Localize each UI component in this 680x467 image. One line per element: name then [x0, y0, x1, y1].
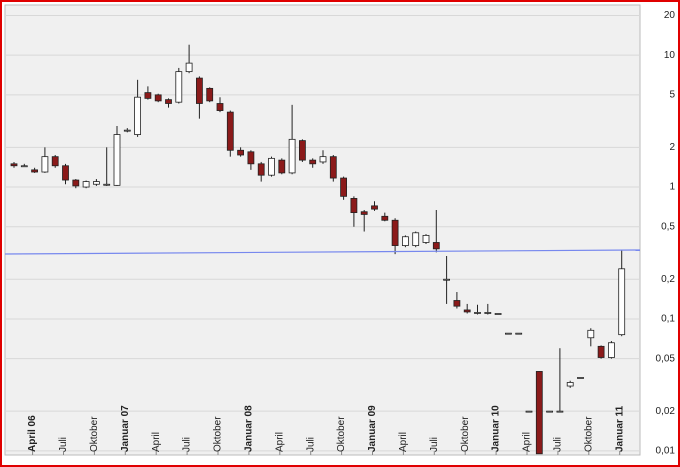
x-tick-label: Juli [553, 437, 564, 452]
y-tick-label: 0,2 [661, 274, 675, 285]
candle-body [597, 345, 605, 358]
candle-body [371, 205, 378, 210]
x-tick-label: Juli [305, 437, 316, 452]
x-tick-label: April 06 [27, 415, 38, 452]
x-tick-label: Juli [182, 437, 193, 452]
candle-body [566, 382, 574, 387]
candle-body [20, 165, 28, 168]
candle-body [309, 159, 317, 165]
candle-body [257, 163, 265, 176]
y-tick-label: 1 [669, 182, 675, 193]
candle-body [463, 309, 471, 313]
trend-line [4, 249, 641, 255]
candle-body [587, 329, 595, 339]
candle-body [484, 312, 492, 314]
plot-area [4, 4, 641, 456]
candle-body [175, 71, 183, 103]
candle-body [237, 149, 245, 156]
candle-body [206, 87, 214, 102]
x-tick-label: Juli [58, 437, 69, 452]
candle-body [93, 181, 100, 185]
candle-body [82, 181, 90, 188]
candle-body [360, 211, 368, 215]
candle-body [72, 179, 80, 187]
candle-body [350, 198, 358, 214]
candle-body [165, 99, 172, 104]
candle-body [525, 410, 533, 413]
candles [10, 44, 626, 455]
candle-body [51, 156, 59, 167]
candle-body [546, 410, 553, 413]
candle-body [288, 138, 296, 174]
x-tick-label: April [274, 432, 285, 452]
x-tick-label: Januar 10 [491, 405, 502, 452]
x-tick-label: Oktober [583, 416, 594, 452]
candle-body [195, 77, 203, 104]
candle-body [144, 92, 152, 99]
candle-body [185, 62, 193, 73]
candle-body [453, 300, 461, 307]
candle-body [41, 156, 49, 173]
x-tick-label: Oktober [336, 416, 347, 452]
candle-body [31, 169, 39, 173]
candle-body [319, 156, 327, 163]
x-tick-label: Juli [429, 437, 440, 452]
candle-body [134, 96, 142, 135]
y-tick-label: 0,5 [661, 221, 675, 232]
candle-body [432, 242, 440, 250]
x-tick-label: Januar 09 [367, 405, 378, 452]
candle-body [268, 157, 275, 176]
candle-body [474, 312, 481, 314]
x-tick-label: Januar 11 [614, 405, 625, 452]
candle-body [62, 165, 69, 181]
candle-body [401, 236, 409, 246]
candle-body [10, 163, 18, 167]
candle-body [154, 94, 162, 102]
candle-body [494, 313, 502, 315]
x-tick-label: Januar 08 [244, 405, 255, 452]
candle-body [216, 103, 224, 111]
candle-body [226, 111, 234, 151]
candle-body [340, 177, 348, 197]
x-tick-label: Oktober [460, 416, 471, 452]
candle-body [577, 377, 584, 379]
candle-body [103, 183, 111, 186]
candle-body [556, 410, 564, 413]
y-tick-label: 2 [669, 142, 675, 153]
x-tick-label: Oktober [89, 416, 100, 452]
candle-body [247, 151, 255, 165]
y-tick-label: 0,02 [656, 406, 676, 417]
x-tick-label: April [522, 432, 533, 452]
y-tick-label: 20 [664, 10, 676, 21]
candle-body [123, 129, 131, 132]
candle-body [391, 219, 399, 246]
grid [5, 14, 640, 455]
y-tick-label: 0,05 [656, 353, 676, 364]
candle-body [113, 134, 121, 186]
x-tick-label: April [151, 432, 162, 452]
x-tick-label: April [398, 432, 409, 452]
candle-body [381, 215, 389, 221]
candle-body [515, 332, 523, 335]
candle-body [412, 232, 420, 246]
candle-body [443, 278, 451, 281]
candle-body [618, 268, 626, 336]
candle-body [422, 234, 430, 243]
y-tick-label: 10 [664, 50, 676, 61]
x-tick-label: Januar 07 [120, 405, 131, 452]
candle-body [298, 140, 306, 161]
labels: 20 10 5 2 1 0,5 0,2 0,1 0,05 0,02 0,01 April 06 Juli… [27, 10, 675, 456]
candle-body [608, 342, 615, 358]
y-tick-label: 0,01 [656, 445, 676, 456]
candle-body [535, 371, 543, 455]
y-tick-label: 0,1 [661, 314, 675, 325]
x-tick-label: Oktober [213, 416, 224, 452]
candle-body [329, 156, 337, 179]
y-tick-label: 5 [669, 89, 675, 100]
candle-body [278, 159, 286, 174]
candle-body [504, 332, 512, 335]
